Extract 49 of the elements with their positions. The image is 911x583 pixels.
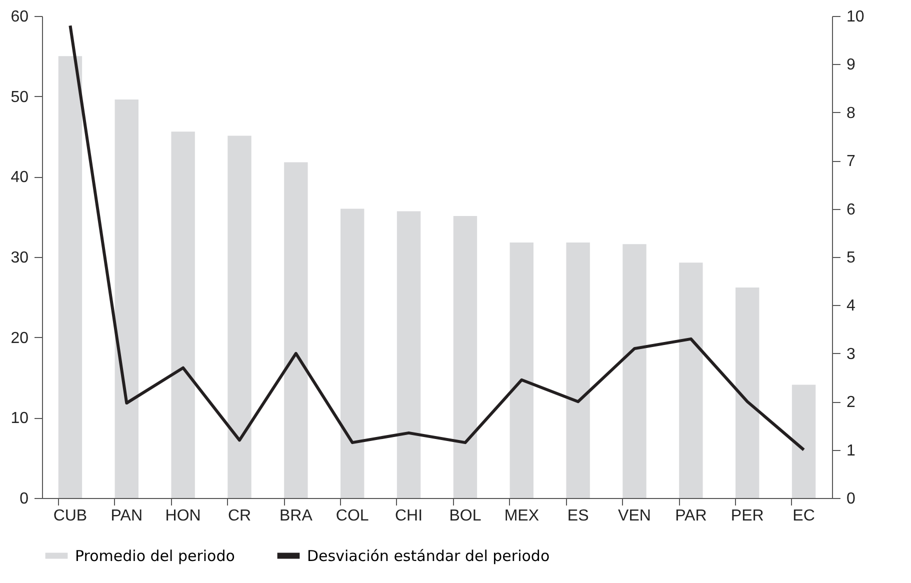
x-tick-label: EC (792, 508, 815, 524)
x-tick-label: ES (567, 508, 589, 524)
line-series (68, 24, 806, 452)
y2-tick-label: 2 (846, 394, 856, 412)
bar (792, 384, 816, 498)
y2-tick-label: 9 (846, 56, 856, 74)
x-tick-label: CHI (395, 508, 423, 524)
bar (453, 216, 478, 498)
y-tick-label: 60 (10, 8, 29, 26)
y2-tick-label: 7 (846, 153, 856, 170)
legend-label: Promedio del periodo (75, 546, 235, 565)
y2-tick-label: 10 (846, 8, 864, 26)
legend-label: Desviación estándar del periodo (307, 546, 550, 565)
bar (58, 56, 82, 498)
x-tick-label: COL (336, 508, 369, 524)
y-tick-label: 50 (10, 88, 29, 106)
x-tick-label: PAR (675, 508, 707, 524)
y2-tick-label: 3 (846, 346, 856, 363)
y2-tick-label: 8 (846, 104, 856, 122)
y-tick-label: 10 (10, 410, 29, 428)
bar (228, 136, 252, 498)
bar (340, 208, 364, 498)
bar (284, 162, 308, 498)
bar (622, 244, 646, 498)
bar (679, 262, 703, 498)
y2-tick-label: 1 (846, 442, 856, 460)
x-tick-label: VEN (618, 508, 651, 524)
bar (171, 132, 195, 498)
bar (396, 211, 421, 498)
bar (566, 242, 590, 498)
bar (510, 242, 534, 498)
x-tick-label: PAN (110, 508, 142, 524)
bar (114, 100, 138, 498)
y-tick-label: 0 (20, 490, 29, 508)
x-tick-label: CR (228, 508, 252, 524)
y-tick-label: 30 (10, 250, 29, 266)
y2-tick-label: 0 (846, 490, 856, 508)
y2-tick-label: 6 (846, 201, 856, 218)
y-tick-label: 20 (10, 330, 29, 347)
x-tick-label: HON (165, 508, 201, 524)
y-tick-label: 40 (10, 169, 29, 186)
x-tick-label: BOL (449, 508, 482, 524)
y2-tick-label: 5 (846, 250, 856, 266)
y2-tick-label: 4 (846, 298, 856, 315)
x-tick-label: PER (730, 508, 764, 524)
x-tick-label: MEX (504, 508, 540, 524)
bar (736, 288, 760, 498)
x-tick-label: CUB (53, 508, 88, 524)
x-tick-label: BRA (279, 508, 313, 524)
